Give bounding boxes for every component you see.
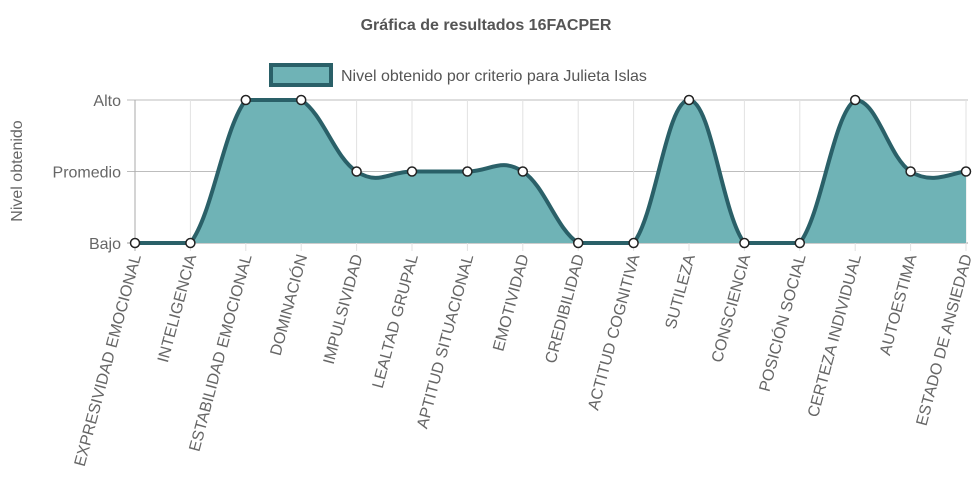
chart-title: Gráfica de resultados 16FACPER: [361, 17, 612, 34]
data-point[interactable]: [683, 94, 695, 106]
legend-label[interactable]: Nivel obtenido por criterio para Julieta…: [341, 68, 647, 85]
x-tick-label: POSICIÓN SOCIAL: [755, 252, 810, 394]
x-tick-label: LEALTAD GRUPAL: [370, 253, 422, 391]
y-axis-ticks: Bajo Promedio Alto: [53, 93, 122, 253]
y-axis-title: Nivel obtenido: [9, 120, 26, 222]
legend-swatch[interactable]: [269, 63, 333, 87]
x-tick-label: CREDIBILIDAD: [543, 253, 588, 366]
data-point[interactable]: [406, 166, 418, 177]
data-point[interactable]: [129, 237, 141, 249]
y-tick-label: Bajo: [89, 236, 121, 253]
x-tick-label: EMOTIVIDAD: [490, 253, 532, 354]
x-tick-label: CONSCIENCIA: [709, 252, 754, 364]
data-points[interactable]: [129, 94, 972, 249]
data-point[interactable]: [572, 237, 584, 249]
x-tick-label: ESTABILIDAD EMOCIONAL: [187, 253, 256, 454]
x-tick-label: APTITUD SITUACIONAL: [414, 253, 477, 431]
x-tick-label: ACTITUD COGNITIVA: [585, 252, 643, 412]
data-point[interactable]: [960, 166, 972, 177]
data-point[interactable]: [628, 237, 639, 249]
data-point[interactable]: [295, 94, 307, 106]
data-point[interactable]: [185, 237, 196, 249]
x-axis-ticks: EXPRESIVIDAD EMOCIONAL INTELIGENCIAESTABI…: [72, 252, 972, 468]
x-tick-label: DOMINACIÓN: [266, 252, 311, 357]
x-tick-label: CERTEZA INDIVIDUAL: [805, 253, 865, 420]
x-tick-label: IMPULSIVIDAD: [321, 253, 367, 366]
y-tick-label: Promedio: [53, 165, 122, 182]
data-point[interactable]: [240, 94, 252, 106]
data-point[interactable]: [849, 94, 861, 106]
x-tick-label: INTELIGENCIA: [155, 252, 200, 364]
data-point[interactable]: [462, 166, 473, 177]
x-tick-label: EXPRESIVIDAD EMOCIONAL: [72, 253, 145, 469]
data-point[interactable]: [517, 166, 529, 177]
data-point[interactable]: [905, 166, 916, 177]
x-tick-label: AUTOESTIMA: [877, 252, 920, 357]
x-tick-label: SUTILEZA: [663, 252, 699, 331]
x-tick-label: ESTADO DE ANSIEDAD: [914, 253, 972, 428]
legend[interactable]: Nivel obtenido por criterio para Julieta…: [269, 63, 647, 87]
data-point[interactable]: [739, 237, 750, 249]
data-point[interactable]: [351, 166, 362, 177]
y-tick-label: Alto: [93, 93, 121, 110]
data-point[interactable]: [794, 237, 806, 249]
series-area-fill: [135, 100, 966, 243]
